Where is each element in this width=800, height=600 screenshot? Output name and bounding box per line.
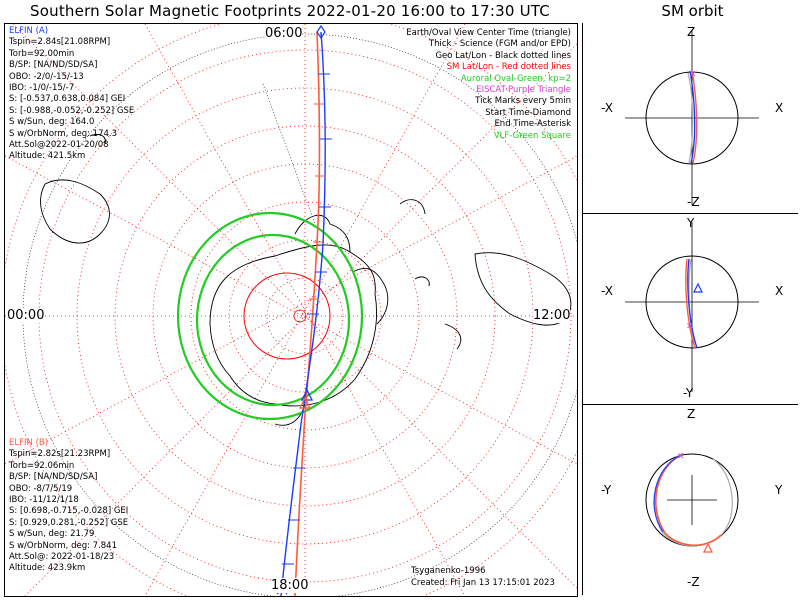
orbit-plot-xy: ✕ [625, 222, 759, 392]
created-label: Created: Fri Jan 13 17:15:01 2023 [411, 578, 555, 588]
info-line: Torb=92.00min [9, 48, 75, 59]
svg-text:✕: ✕ [686, 322, 694, 332]
info-line: S: [0.929,0.281,-0.252] GSE [9, 517, 129, 528]
info-line: B/SP: [NA/ND/SD/SA] [9, 60, 98, 71]
legend-item: VLF-Green Square [493, 130, 571, 141]
axis-left: -X [601, 284, 613, 298]
orbit-panel-xz: ✕ Z -Z -X X [583, 23, 798, 214]
legend-item: Geo Lat/Lon - Black dotted lines [435, 50, 571, 61]
footprint-map-panel: 06:00 00:00 12:00 18:00 ELFIN (A) Tspin=… [4, 23, 578, 597]
lt-label-right: 12:00 [533, 308, 571, 323]
info-line: S: [0.698,-0.715,-0.028] GEI [9, 506, 129, 517]
axis-right: X [775, 101, 784, 115]
elfin-b-name: ELFIN (B) [9, 438, 49, 448]
map-legend: Earth/Oval View Center Time (triangle) T… [406, 28, 571, 142]
info-line: B/SP: [NA/ND/SD/SA] [9, 472, 98, 483]
legend-item: EISCAT-Purple Triangle [476, 84, 571, 95]
elfin-a-name: ELFIN (A) [9, 26, 49, 36]
inner-red-ring [293, 309, 307, 323]
elfin-b-ticks [309, 103, 325, 300]
info-line: Altitude: 421.5km [9, 151, 86, 162]
axis-right: Y [775, 483, 783, 497]
axis-top: Y [687, 216, 695, 230]
info-line: Tspin=2.82s[21.23RPM] [9, 449, 111, 460]
info-line: S: [-0.537,0.638,0.084] GEI [9, 94, 126, 105]
axis-left: -Y [601, 483, 612, 497]
sm-orbit-column: ✕ Z -Z -X X ✕ Y -Y -X X ✕ [582, 23, 798, 595]
legend-item: End Time-Asterisk [494, 119, 571, 130]
axis-bottom: -Z [687, 195, 700, 209]
orbit-plot-yz: ✕ [645, 452, 739, 553]
legend-item: Earth/Oval View Center Time (triangle) [406, 28, 571, 38]
elfin-a-track [280, 31, 326, 596]
lt-label-bottom: 18:00 [271, 578, 309, 593]
elfin-b-track [294, 31, 321, 596]
svg-text:✕: ✕ [677, 452, 685, 462]
info-line: Att.Sol@2022-01-20/08 [9, 139, 109, 150]
axis-bottom: -Y [683, 386, 694, 400]
axis-top: Z [687, 407, 696, 421]
central-circle [243, 272, 331, 360]
legend-item: Auroral Oval-Green, kp=2 [460, 73, 571, 84]
info-line: Att.Sol@: 2022-01-18/23 [9, 551, 115, 562]
legend-item: Start Time-Diamond [485, 107, 571, 118]
info-line: OBO: -2/0/-15/-13 [9, 71, 84, 82]
auroral-ovals [176, 211, 364, 421]
elfin-a-ticks [282, 73, 332, 565]
info-line: Torb=92.06min [9, 460, 75, 471]
orbit-plot-xz: ✕ [625, 31, 759, 205]
axis-left: -X [601, 101, 613, 115]
orbit-panel-yz: ✕ Z -Z -Y Y [583, 405, 798, 595]
axis-right: X [775, 284, 784, 298]
legend-item: Thick - Science (FGM and/or EPD) [428, 39, 571, 50]
info-line: OBO: -8/7/5/19 [9, 483, 73, 494]
info-line: S w/Sun, deg: 164.0 [9, 117, 95, 128]
info-line: S w/OrbNorm, deg: 7.841 [9, 540, 118, 551]
start-diamonds [316, 24, 326, 40]
model-label: Tsyganenko-1996 [411, 566, 486, 576]
elfin-b-info: ELFIN (B) Tspin=2.82s[21.23RPM] Torb=92.… [9, 438, 128, 575]
legend-item: SM Lat/Lon - Red dotted lines [446, 62, 571, 73]
lt-label-left: 00:00 [7, 308, 45, 323]
info-line: S: [-0.988,-0.052,-0.252] GSE [9, 105, 135, 116]
lt-label-top: 06:00 [265, 26, 303, 41]
info-line: S w/Sun, deg: 21.79 [9, 529, 95, 540]
legend-item: Tick Marks every 5min [475, 96, 571, 107]
axis-top: Z [687, 25, 696, 39]
view-center-triangles [298, 388, 314, 409]
svg-text:✕: ✕ [689, 70, 697, 80]
info-line: Altitude: 423.9km [9, 563, 86, 574]
info-line: S w/OrbNorm, deg: 174.3 [9, 128, 118, 139]
info-line: IBO: -1/0/-15/-7 [9, 82, 75, 93]
orbit-panel-xy: ✕ Y -Y -X X [583, 214, 798, 405]
elfin-a-info: ELFIN (A) Tspin=2.84s[21.08RPM] Torb=92.… [9, 26, 134, 163]
info-line: Tspin=2.84s[21.08RPM] [9, 37, 111, 48]
page-title: Southern Solar Magnetic Footprints 2022-… [30, 2, 550, 20]
orbit-title: SM orbit [661, 2, 724, 20]
axis-bottom: -Z [687, 575, 700, 589]
info-line: IBO: -11/12/1/18 [9, 494, 79, 505]
